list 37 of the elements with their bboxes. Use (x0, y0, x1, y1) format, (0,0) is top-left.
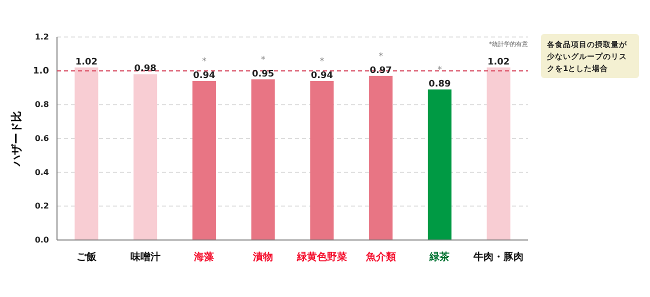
y-axis-title: ハザード比 (10, 111, 23, 167)
bar (428, 89, 452, 240)
data-label: 0.94 (193, 70, 216, 81)
data-label: 0.98 (134, 64, 156, 74)
x-tick-label: ご飯 (76, 251, 98, 263)
y-tick-label: 0.4 (34, 168, 50, 177)
x-tick-label: 海藻 (193, 251, 214, 263)
x-tick-label: 味噌汁 (130, 251, 160, 263)
bar (251, 79, 275, 240)
y-tick-label: 0.6 (34, 134, 50, 144)
bar (310, 80, 334, 240)
y-tick-label: 1.0 (33, 66, 49, 77)
y-tick-label: 1.2 (34, 32, 49, 42)
annotation: * (202, 56, 207, 67)
data-label: 0.94 (310, 70, 334, 81)
x-tick-label: 緑黄色野菜 (296, 251, 347, 263)
bar (192, 80, 216, 240)
annotation: * (437, 65, 442, 76)
x-tick-label: 魚介類 (364, 251, 396, 263)
data-label: 1.02 (75, 57, 98, 68)
bar (134, 74, 158, 240)
bar (486, 67, 510, 240)
data-label: 1.02 (487, 57, 510, 68)
annotation: * (260, 55, 266, 66)
x-tick-label: 漬物 (252, 251, 274, 263)
x-tick-label: 緑茶 (428, 251, 450, 263)
y-tick-label: 0.2 (34, 202, 49, 211)
bar (74, 67, 98, 240)
x-tick-label: 牛肉・豚肉 (472, 251, 524, 263)
bar (369, 76, 393, 240)
annotation: * (320, 56, 325, 67)
data-label: 0.89 (428, 79, 451, 90)
annotation: * (378, 52, 384, 62)
y-tick-label: 0.8 (34, 100, 50, 110)
data-label: 0.97 (370, 66, 392, 76)
data-label: 0.95 (252, 69, 274, 80)
y-tick-label: 0.0 (34, 236, 50, 245)
